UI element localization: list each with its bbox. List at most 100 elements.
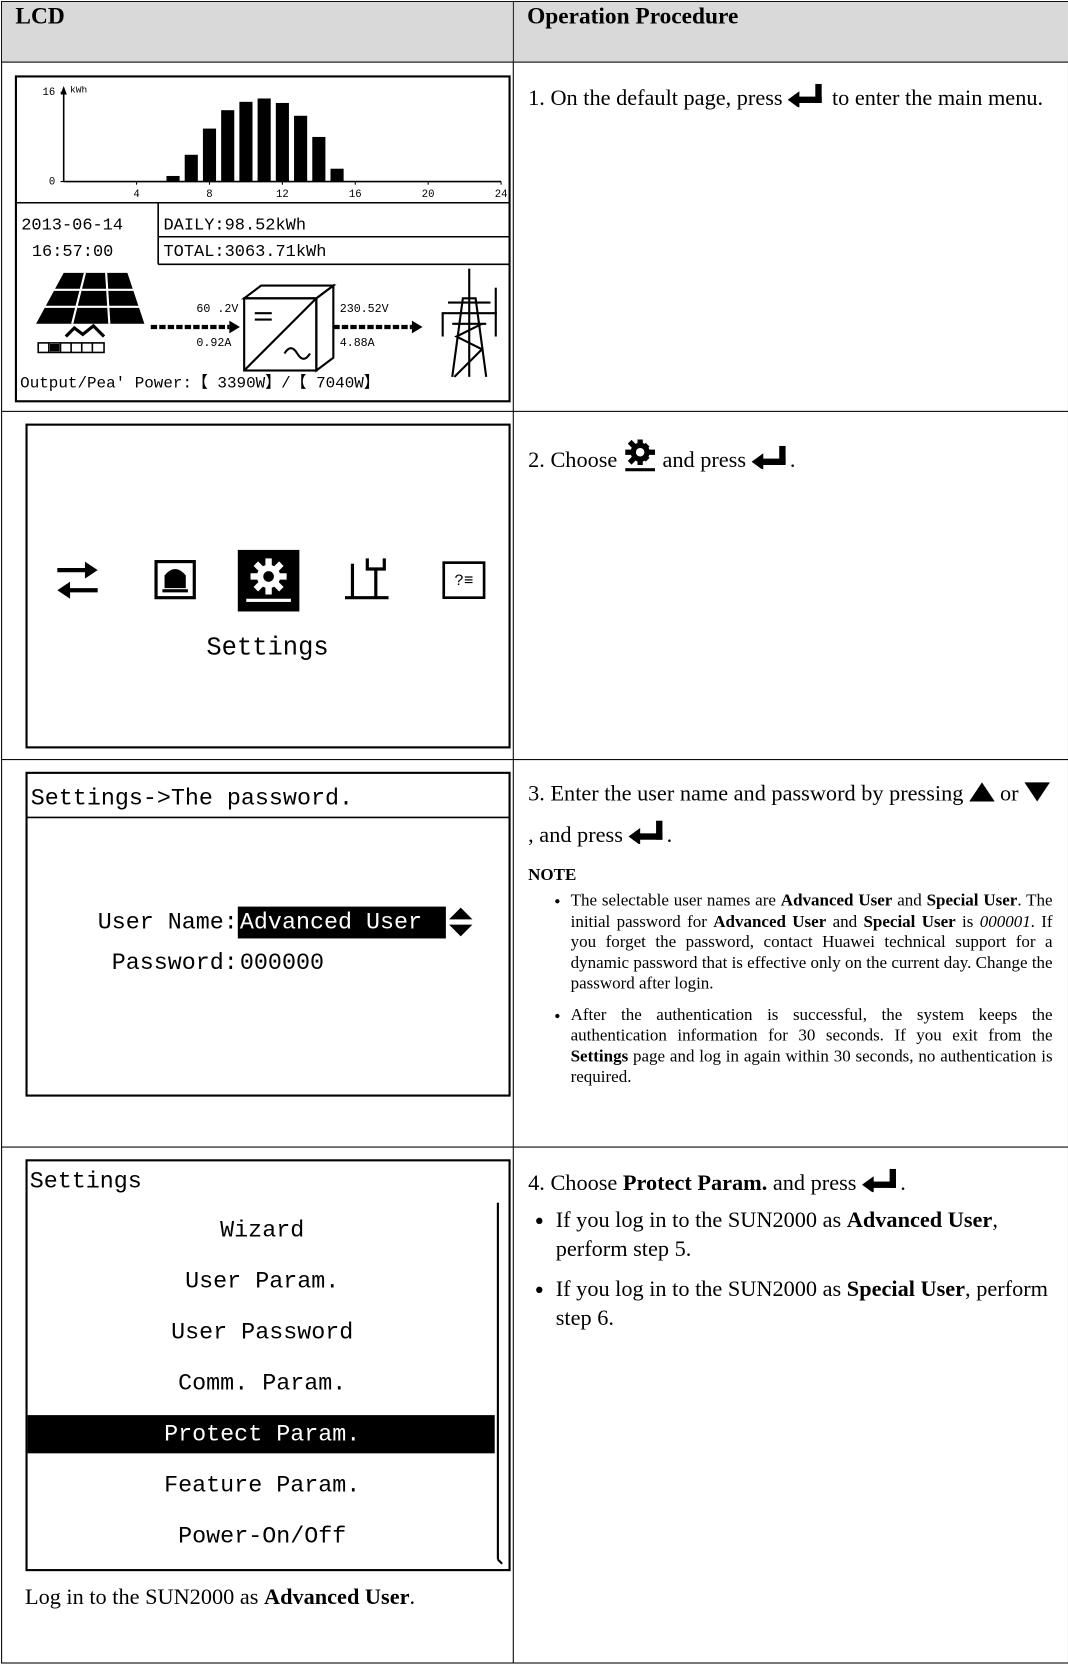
text: . The initial password for	[570, 892, 1053, 931]
text: After the authentication is successful, …	[570, 1006, 1053, 1046]
enter-key-icon	[751, 445, 786, 469]
note-item: After the authentication is successful, …	[571, 1005, 1053, 1088]
text: and	[826, 912, 864, 931]
solar-panel-icon	[35, 272, 144, 353]
step-text: .	[789, 446, 796, 472]
x-tick-label: 24	[494, 189, 507, 201]
text: and	[892, 892, 927, 911]
procedure-cell: 4. Choose Protect Param. and press . If …	[512, 1145, 1068, 1663]
text: . If you forget the password, contact Hu…	[570, 912, 1053, 993]
down-arrow-icon	[1024, 781, 1050, 801]
up-arrow-icon	[968, 781, 995, 801]
date: 2013-06-14	[21, 216, 123, 235]
up-down-icon	[448, 907, 472, 936]
menu-item: Wizard	[220, 1218, 304, 1244]
bar	[293, 115, 307, 182]
bold-text: Advanced User	[263, 1583, 410, 1609]
pv-current: 0.92A	[196, 335, 231, 349]
x-tick-label: 20	[421, 189, 434, 201]
menu-item-selected: Protect Param.	[164, 1422, 360, 1448]
text: , perform step 5.	[555, 1207, 998, 1262]
bold-text: Special User	[846, 1275, 966, 1302]
step: 2. Choose and press .	[528, 437, 1052, 477]
svg-text:?≡: ?≡	[454, 571, 473, 589]
row: ?≡ Settings 2. Choose and press .	[0, 410, 1068, 760]
y-unit: kWh	[70, 84, 87, 95]
menu-item: User Password	[171, 1320, 353, 1346]
lcd-screen: Settings Wizard User Param. User Password C…	[24, 1158, 511, 1571]
selection-highlight	[27, 1414, 495, 1453]
row: 2013-06-14 16:57:00 DAILY:98.52kWh TOTAL…	[0, 61, 1068, 412]
screen-title: Settings	[29, 1169, 141, 1195]
lcd-cell: Settings->The password. User Name: Advan…	[0, 758, 514, 1148]
step-text: and press	[662, 446, 747, 472]
tower-icon	[441, 268, 497, 378]
bar	[238, 101, 252, 182]
field-value: 000000	[239, 951, 323, 977]
field-value: Advanced User	[239, 910, 421, 936]
lcd-cell: ?≡ Settings	[0, 410, 514, 760]
step-text: 2. Choose	[528, 446, 618, 472]
header-cell: Operation Procedure	[512, 0, 1068, 63]
maintenance-icon	[344, 557, 389, 599]
header-text: LCD	[15, 1, 65, 29]
transfer-icon	[56, 561, 98, 599]
bold-text: Protect Param.	[622, 1169, 768, 1195]
daily-energy: DAILY:98.52kWh	[163, 216, 306, 235]
flow-arrow	[150, 320, 240, 333]
step-list: If you log in to the SUN2000 as Advanced…	[528, 1206, 1052, 1333]
alarm-icon	[153, 559, 196, 599]
bar	[184, 154, 198, 182]
step: 3. Enter the user name and password by p…	[528, 772, 1052, 857]
screen-frame	[24, 423, 511, 748]
x-tick-label: 16	[348, 189, 361, 201]
inverter-icon	[240, 282, 336, 373]
row: Settings Wizard User Param. User Password C…	[0, 1145, 1068, 1663]
settings-icon	[625, 438, 655, 471]
bar	[311, 136, 325, 182]
screen-frame	[24, 1158, 511, 1571]
bold-text: Special User	[863, 912, 956, 931]
y-tick-label: 16	[42, 87, 55, 99]
bold-text: Advanced User	[846, 1207, 993, 1233]
step: 4. Choose Protect Param. and press .	[528, 1166, 1052, 1199]
flow-arrow	[332, 320, 422, 333]
note-list: The selectable user names are Advanced U…	[528, 891, 1053, 1088]
menu-item: Feature Param.	[164, 1473, 360, 1499]
text: The selectable user names are	[570, 892, 781, 911]
step-text: 3. Enter the user name and password by p…	[528, 779, 964, 806]
bar	[220, 109, 234, 182]
step-text: to enter the main menu.	[831, 84, 1044, 110]
screen-frame	[24, 771, 511, 1097]
row: Settings->The password. User Name: Advan…	[0, 758, 1068, 1148]
lcd-cell: 2013-06-14 16:57:00 DAILY:98.52kWh TOTAL…	[0, 61, 514, 412]
italic-text: 000001	[979, 912, 1031, 931]
scrollbar	[496, 1558, 503, 1564]
axis-arrow	[59, 85, 67, 94]
field-label: Password:	[111, 951, 237, 977]
step-text: .	[666, 822, 673, 848]
step: 1. On the default page, press to enter t…	[528, 81, 1052, 114]
bar	[202, 128, 216, 182]
step-text: 1. On the default page, press	[528, 84, 783, 110]
x-tick-label: 12	[275, 189, 288, 201]
caption: Log in to the SUN2000 as Advanced User.	[25, 1580, 492, 1612]
text: .	[409, 1583, 416, 1609]
info-icon: ?≡	[441, 560, 485, 599]
step-text: , and press	[528, 822, 623, 848]
bold-text: Advanced User	[780, 892, 893, 911]
bold-text: Advanced User	[713, 912, 827, 931]
lcd-screen: 2013-06-14 16:57:00 DAILY:98.52kWh TOTAL…	[14, 74, 511, 402]
step-text: or	[1000, 779, 1019, 806]
step-item: If you log in to the SUN2000 as Special …	[556, 1275, 1053, 1333]
header-text: Operation Procedure	[527, 1, 739, 29]
text: page and log in again within 30 seconds,…	[570, 1047, 1053, 1087]
grid-current: 4.88A	[339, 335, 374, 349]
text: Log in to the SUN2000 as	[24, 1583, 264, 1609]
menu-item: User Param.	[185, 1269, 339, 1295]
step-text: and press	[767, 1169, 857, 1195]
x-tick-label: 4	[133, 189, 139, 201]
